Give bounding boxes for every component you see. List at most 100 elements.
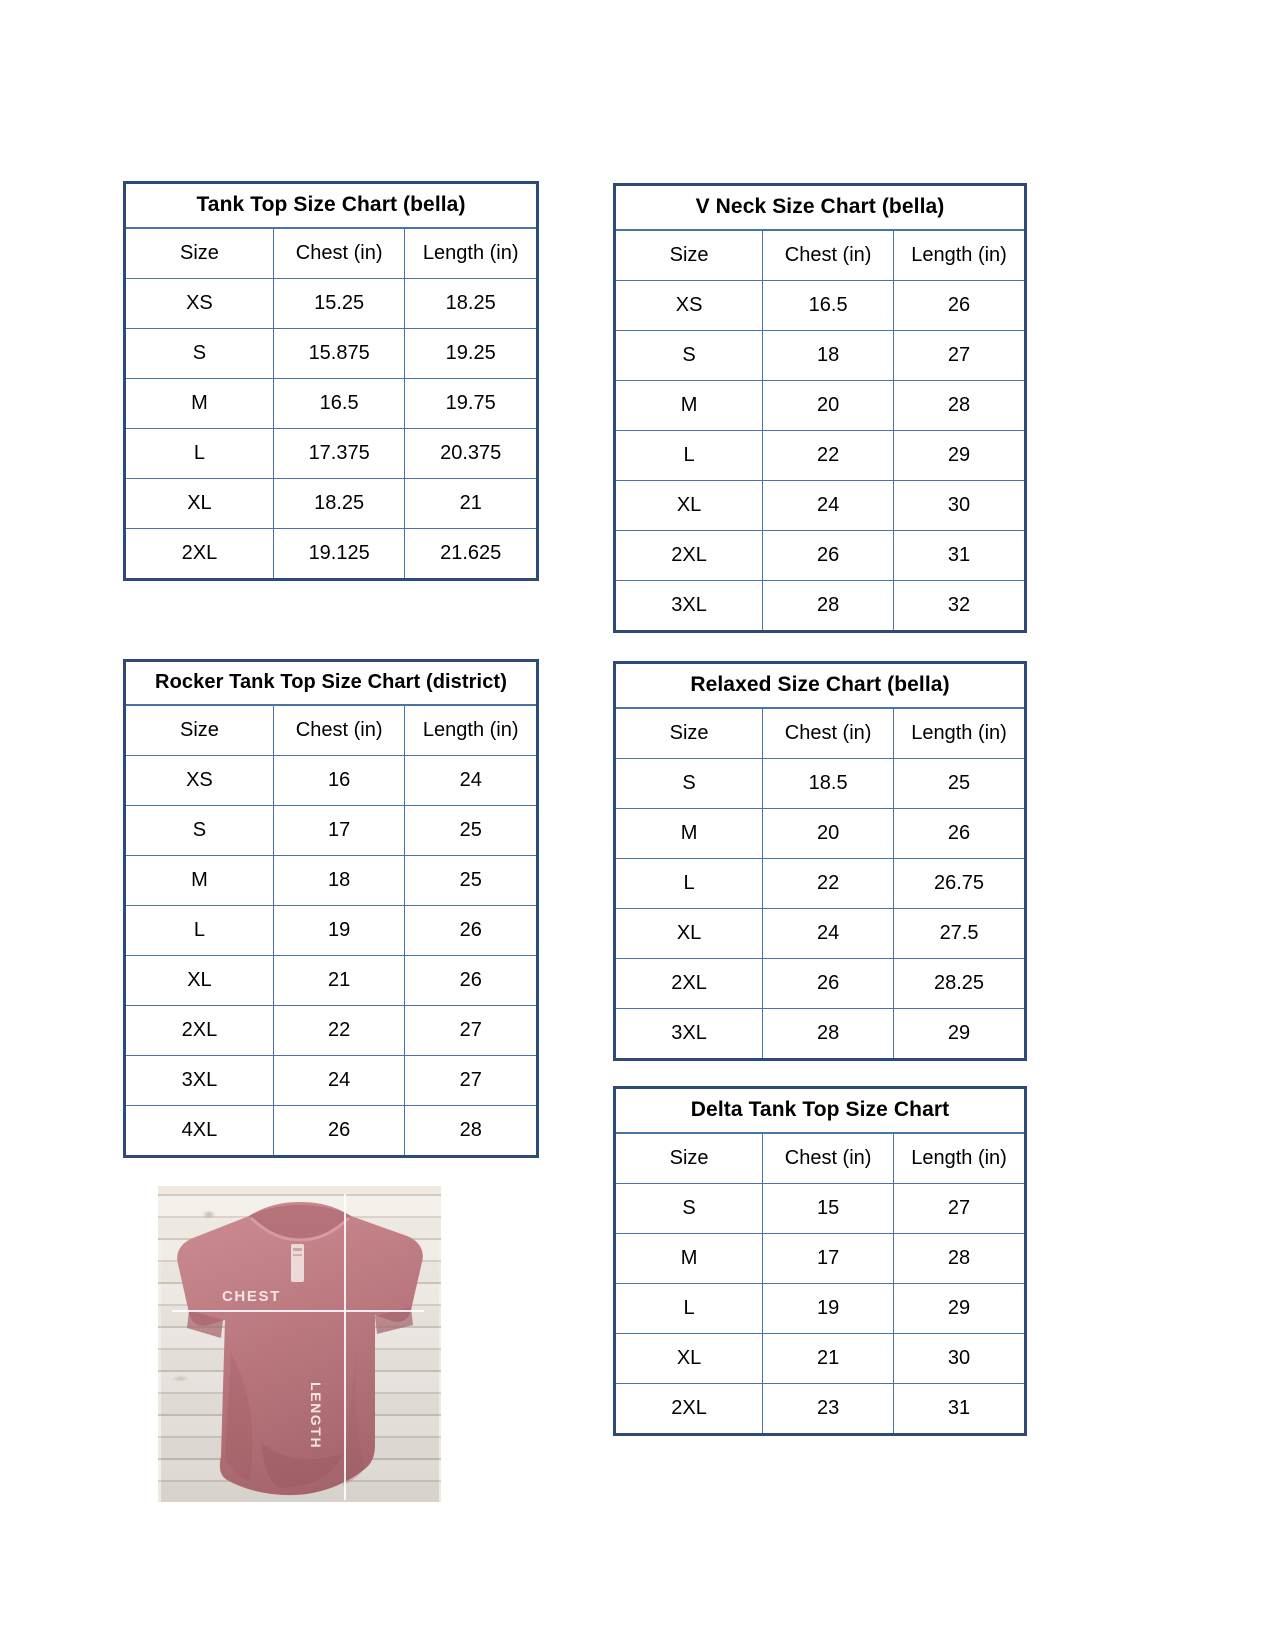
- cell-size: S: [616, 330, 764, 381]
- cell-chest: 24: [762, 908, 895, 959]
- cell-chest: 26: [762, 530, 895, 581]
- table-row: M 16.5 19.75: [126, 378, 536, 429]
- relaxed-table-body: Size Chest (in) Length (in) S 18.5 25 M 20 26 L 22…: [616, 709, 1024, 1058]
- cell-chest: 24: [762, 480, 895, 531]
- cell-size: 2XL: [616, 530, 764, 581]
- cell-chest: 16: [272, 755, 406, 806]
- cell-chest: 19: [762, 1283, 895, 1334]
- column-header: Size: [616, 231, 764, 281]
- table-header-row: Size Chest (in) Length (in): [126, 706, 536, 756]
- cell-length: 26: [893, 280, 1024, 331]
- column-header: Chest (in): [762, 709, 895, 759]
- cell-length: 21: [404, 478, 536, 529]
- relaxed-chart-title: Relaxed Size Chart (bella): [616, 664, 1024, 709]
- cell-length: 27: [893, 1183, 1024, 1234]
- cell-length: 26: [404, 905, 536, 956]
- cell-chest: 16.5: [272, 378, 406, 429]
- cell-chest: 17.375: [272, 428, 406, 479]
- cell-size: XL: [126, 478, 274, 529]
- cell-chest: 26: [272, 1105, 406, 1155]
- cell-length: 30: [893, 1333, 1024, 1384]
- table-header-row: Size Chest (in) Length (in): [616, 709, 1024, 759]
- cell-length: 29: [893, 430, 1024, 481]
- cell-length: 25: [893, 758, 1024, 809]
- cell-length: 26.75: [893, 858, 1024, 909]
- table-row: S 15 27: [616, 1183, 1024, 1234]
- table-row: S 15.875 19.25: [126, 328, 536, 379]
- cell-chest: 24: [272, 1055, 406, 1106]
- cell-length: 31: [893, 530, 1024, 581]
- rocker-tank-top-table: Size Chest (in) Length (in) XS 16 24 S 17 25 M 18 2…: [126, 706, 536, 1155]
- table-header-row: Size Chest (in) Length (in): [616, 1134, 1024, 1184]
- chest-measure-label: CHEST: [222, 1288, 281, 1305]
- length-measure-line: [344, 1194, 346, 1500]
- cell-size: L: [126, 905, 274, 956]
- table-row: XL 24 27.5: [616, 908, 1024, 959]
- cell-length: 28: [404, 1105, 536, 1155]
- cell-length: 30: [893, 480, 1024, 531]
- cell-size: S: [126, 328, 274, 379]
- table-row: 3XL 24 27: [126, 1055, 536, 1106]
- cell-size: M: [616, 380, 764, 431]
- table-row: 2XL 19.125 21.625: [126, 528, 536, 578]
- cell-length: 29: [893, 1283, 1024, 1334]
- cell-chest: 21: [762, 1333, 895, 1384]
- cell-chest: 20: [762, 808, 895, 859]
- table-header-row: Size Chest (in) Length (in): [126, 229, 536, 279]
- cell-size: S: [126, 805, 274, 856]
- table-row: M 17 28: [616, 1233, 1024, 1284]
- tank-top-size-chart: Tank Top Size Chart (bella) Size Chest (i…: [123, 181, 539, 581]
- table-row: S 18.5 25: [616, 758, 1024, 809]
- table-row: M 20 28: [616, 380, 1024, 431]
- cell-size: XL: [616, 1333, 764, 1384]
- cell-length: 21.625: [404, 528, 536, 578]
- table-header-row: Size Chest (in) Length (in): [616, 231, 1024, 281]
- table-row: 4XL 26 28: [126, 1105, 536, 1155]
- cell-chest: 18.25: [272, 478, 406, 529]
- column-header: Size: [616, 709, 764, 759]
- table-row: 2XL 23 31: [616, 1383, 1024, 1433]
- table-row: 3XL 28 29: [616, 1008, 1024, 1058]
- cell-chest: 15.875: [272, 328, 406, 379]
- cell-chest: 19: [272, 905, 406, 956]
- cell-size: L: [616, 430, 764, 481]
- cell-size: XS: [126, 755, 274, 806]
- column-header: Length (in): [404, 229, 536, 279]
- cell-chest: 22: [762, 858, 895, 909]
- column-header: Chest (in): [762, 1134, 895, 1184]
- table-row: XL 21 26: [126, 955, 536, 1006]
- column-header: Length (in): [893, 231, 1024, 281]
- cell-size: 2XL: [126, 1005, 274, 1056]
- cell-size: 2XL: [126, 528, 274, 578]
- cell-length: 28: [893, 1233, 1024, 1284]
- table-row: XL 21 30: [616, 1333, 1024, 1384]
- cell-size: S: [616, 758, 764, 809]
- table-row: L 17.375 20.375: [126, 428, 536, 479]
- table-row: XS 16 24: [126, 755, 536, 806]
- cell-chest: 20: [762, 380, 895, 431]
- table-row: M 18 25: [126, 855, 536, 906]
- cell-size: XL: [126, 955, 274, 1006]
- cell-size: L: [616, 858, 764, 909]
- cell-length: 28.25: [893, 958, 1024, 1009]
- delta-tank-top-table-body: Size Chest (in) Length (in) S 15 27 M 17 28 L 19 29…: [616, 1134, 1024, 1433]
- tank-top-table-body: Size Chest (in) Length (in) XS 15.25 18.25 S 15…: [126, 229, 536, 578]
- table-row: M 20 26: [616, 808, 1024, 859]
- cell-chest: 22: [272, 1005, 406, 1056]
- cell-length: 32: [893, 580, 1024, 630]
- cell-size: XS: [616, 280, 764, 331]
- cell-size: 4XL: [126, 1105, 274, 1155]
- table-row: S 18 27: [616, 330, 1024, 381]
- relaxed-table: Size Chest (in) Length (in) S 18.5 25 M 20 26 L 22…: [616, 709, 1024, 1058]
- tank-top-chart-title: Tank Top Size Chart (bella): [126, 184, 536, 229]
- cell-size: 3XL: [126, 1055, 274, 1106]
- cell-length: 18.25: [404, 278, 536, 329]
- cell-chest: 28: [762, 1008, 895, 1058]
- v-neck-table: Size Chest (in) Length (in) XS 16.5 26 S 18 27 M 2…: [616, 231, 1024, 630]
- table-row: L 22 29: [616, 430, 1024, 481]
- column-header: Size: [126, 706, 274, 756]
- cell-length: 25: [404, 855, 536, 906]
- v-neck-size-chart: V Neck Size Chart (bella) Size Chest (in)…: [613, 183, 1027, 633]
- cell-chest: 28: [762, 580, 895, 630]
- cell-length: 31: [893, 1383, 1024, 1433]
